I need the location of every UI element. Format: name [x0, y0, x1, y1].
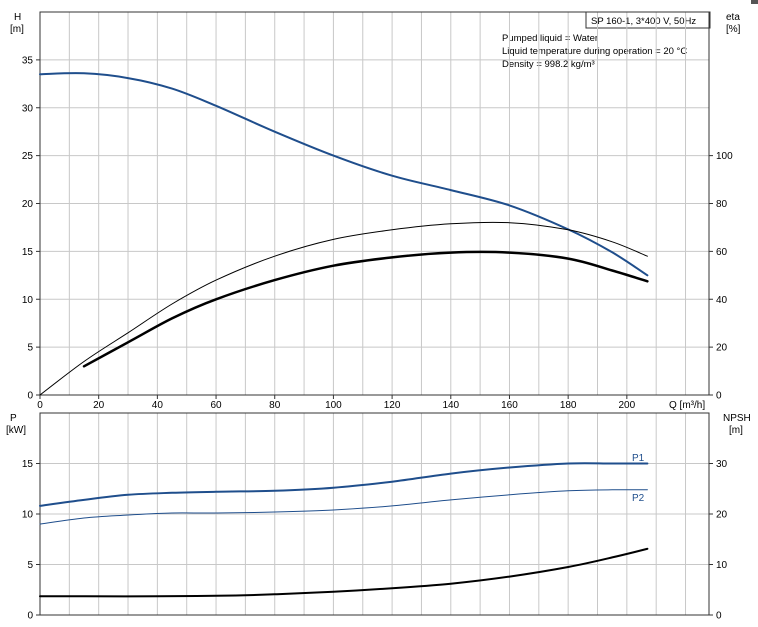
- right-tick-label: 60: [716, 247, 728, 258]
- right-tick-label: 100: [716, 151, 733, 162]
- left-tick-label: 30: [22, 103, 34, 114]
- series-line-1-1: [39, 489, 648, 525]
- left-tick-label: 0: [27, 611, 33, 622]
- x-tick-label: 60: [210, 400, 222, 411]
- lower-plot: 0 5 10 15 0 10 20 30: [22, 412, 728, 622]
- x-tick-label: 120: [384, 400, 401, 411]
- x-tick-label: 20: [93, 400, 105, 411]
- h-axis-label: H: [14, 12, 21, 23]
- left-tick-label: 25: [22, 151, 34, 162]
- right-tick-label: 10: [716, 560, 728, 571]
- left-tick-label: 35: [22, 55, 34, 66]
- h-axis-unit: [m]: [10, 24, 24, 35]
- left-tick-label: 5: [27, 343, 33, 354]
- info-line-3: Density = 998.2 kg/m³: [502, 59, 595, 70]
- x-tick-label: 80: [269, 400, 281, 411]
- series-line-0-0: [39, 72, 649, 277]
- left-tick-label: 5: [27, 560, 33, 571]
- info-line-2: Liquid temperature during operation = 20…: [502, 46, 687, 57]
- series-line-0-2: [82, 250, 649, 368]
- series-line-1-2: [39, 547, 649, 598]
- q-axis-label: Q [m³/h]: [669, 400, 705, 411]
- x-tick-label: 160: [501, 400, 518, 411]
- right-tick-label: 20: [716, 343, 728, 354]
- x-tick-label: 180: [560, 400, 577, 411]
- right-tick-label: 0: [716, 391, 722, 402]
- series-line-0-1: [39, 221, 648, 396]
- npsh-axis-label: NPSH: [723, 413, 751, 424]
- right-tick-label: 80: [716, 199, 728, 210]
- p-axis-unit: [kW]: [6, 425, 26, 436]
- chart-title: SP 160-1, 3*400 V, 50Hz: [591, 16, 696, 27]
- x-tick-label: 140: [442, 400, 459, 411]
- p-axis-label: P: [10, 413, 17, 424]
- left-tick-label: 20: [22, 199, 34, 210]
- series-label-p1: P1: [632, 453, 645, 464]
- right-tick-label: 20: [716, 510, 728, 521]
- right-tick-label: 40: [716, 295, 728, 306]
- series-line-1-0: [39, 462, 649, 507]
- x-tick-label: 100: [325, 400, 342, 411]
- menu-icon: [751, 0, 758, 4]
- x-tick-label: 40: [152, 400, 164, 411]
- eta-axis-unit: [%]: [726, 24, 741, 35]
- eta-axis-label: eta: [726, 12, 740, 23]
- left-tick-label: 15: [22, 459, 34, 470]
- left-tick-label: 10: [22, 295, 34, 306]
- info-line-1: Pumped liquid = Water: [502, 33, 598, 44]
- upper-plot: 0 5 10 15 20 25 30 35 0 20 40 60 80 100 0 20 40 60 80 100 12…: [22, 11, 733, 411]
- right-tick-label: 30: [716, 459, 728, 470]
- left-tick-label: 0: [27, 391, 33, 402]
- left-tick-label: 15: [22, 247, 34, 258]
- x-tick-label: 200: [618, 400, 635, 411]
- x-tick-label: 0: [37, 400, 43, 411]
- npsh-axis-unit: [m]: [729, 425, 743, 436]
- right-tick-label: 0: [716, 611, 722, 622]
- series-label-p2: P2: [632, 493, 645, 504]
- left-tick-label: 10: [22, 510, 34, 521]
